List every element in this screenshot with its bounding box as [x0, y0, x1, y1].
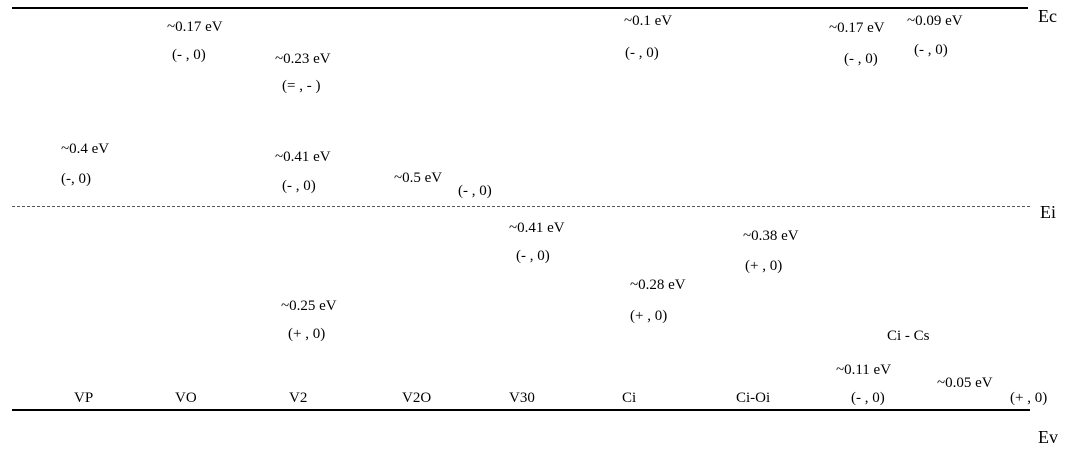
cioi-charge-2: (+ , 0) — [745, 258, 783, 274]
v2o-energy: ~0.5 eV — [394, 170, 443, 186]
v30-defect-label: V30 — [509, 390, 535, 406]
ci-charge-2: (+ , 0) — [630, 308, 668, 324]
ev-label: Ev — [1038, 427, 1058, 447]
vo-energy: ~0.17 eV — [167, 19, 223, 35]
vp-energy: ~0.4 eV — [61, 141, 110, 157]
v2o-charge: (- , 0) — [458, 183, 492, 199]
cioi-energy-2: ~0.38 eV — [743, 228, 799, 244]
v2-energy-1: ~0.23 eV — [275, 51, 331, 67]
cics-energy-1: ~0.09 eV — [907, 13, 963, 29]
valence-band-line — [12, 409, 1030, 411]
ci-energy-2: ~0.28 eV — [630, 277, 686, 293]
intrinsic-level-line — [12, 206, 1030, 207]
v2-charge-3: (+ , 0) — [288, 326, 326, 342]
vo-charge: (- , 0) — [172, 47, 206, 63]
ec-label: Ec — [1038, 6, 1057, 26]
cics-defect-label: Ci - Cs — [887, 328, 930, 344]
v30-charge: (- , 0) — [516, 248, 550, 264]
v2-charge-2: (- , 0) — [282, 178, 316, 194]
conduction-band-line — [12, 7, 1028, 9]
ci-charge-1: (- , 0) — [625, 45, 659, 61]
ei-label: Ei — [1040, 202, 1056, 222]
cioi-charge-3: (- , 0) — [851, 390, 885, 406]
cics-energy-2: ~0.05 eV — [937, 375, 993, 391]
cics-charge-2: (+ , 0) — [1010, 390, 1048, 406]
v2-energy-2: ~0.41 eV — [275, 149, 331, 165]
v2-charge-1: (= , - ) — [282, 78, 321, 94]
v30-energy: ~0.41 eV — [509, 220, 565, 236]
v2o-defect-label: V2O — [402, 390, 432, 406]
cioi-energy-1: ~0.17 eV — [829, 20, 885, 36]
ci-energy-1: ~0.1 eV — [624, 13, 673, 29]
v2-defect-label: V2 — [289, 390, 308, 406]
vp-defect-label: VP — [74, 390, 94, 406]
vo-defect-label: VO — [175, 390, 197, 406]
vp-charge: (-, 0) — [61, 171, 91, 187]
cioi-charge-1: (- , 0) — [844, 51, 878, 67]
ci-defect-label: Ci — [622, 390, 637, 406]
cics-charge-1: (- , 0) — [914, 42, 948, 58]
cioi-defect-label: Ci-Oi — [736, 390, 771, 406]
v2-energy-3: ~0.25 eV — [281, 298, 337, 314]
cioi-energy-3: ~0.11 eV — [836, 362, 892, 378]
